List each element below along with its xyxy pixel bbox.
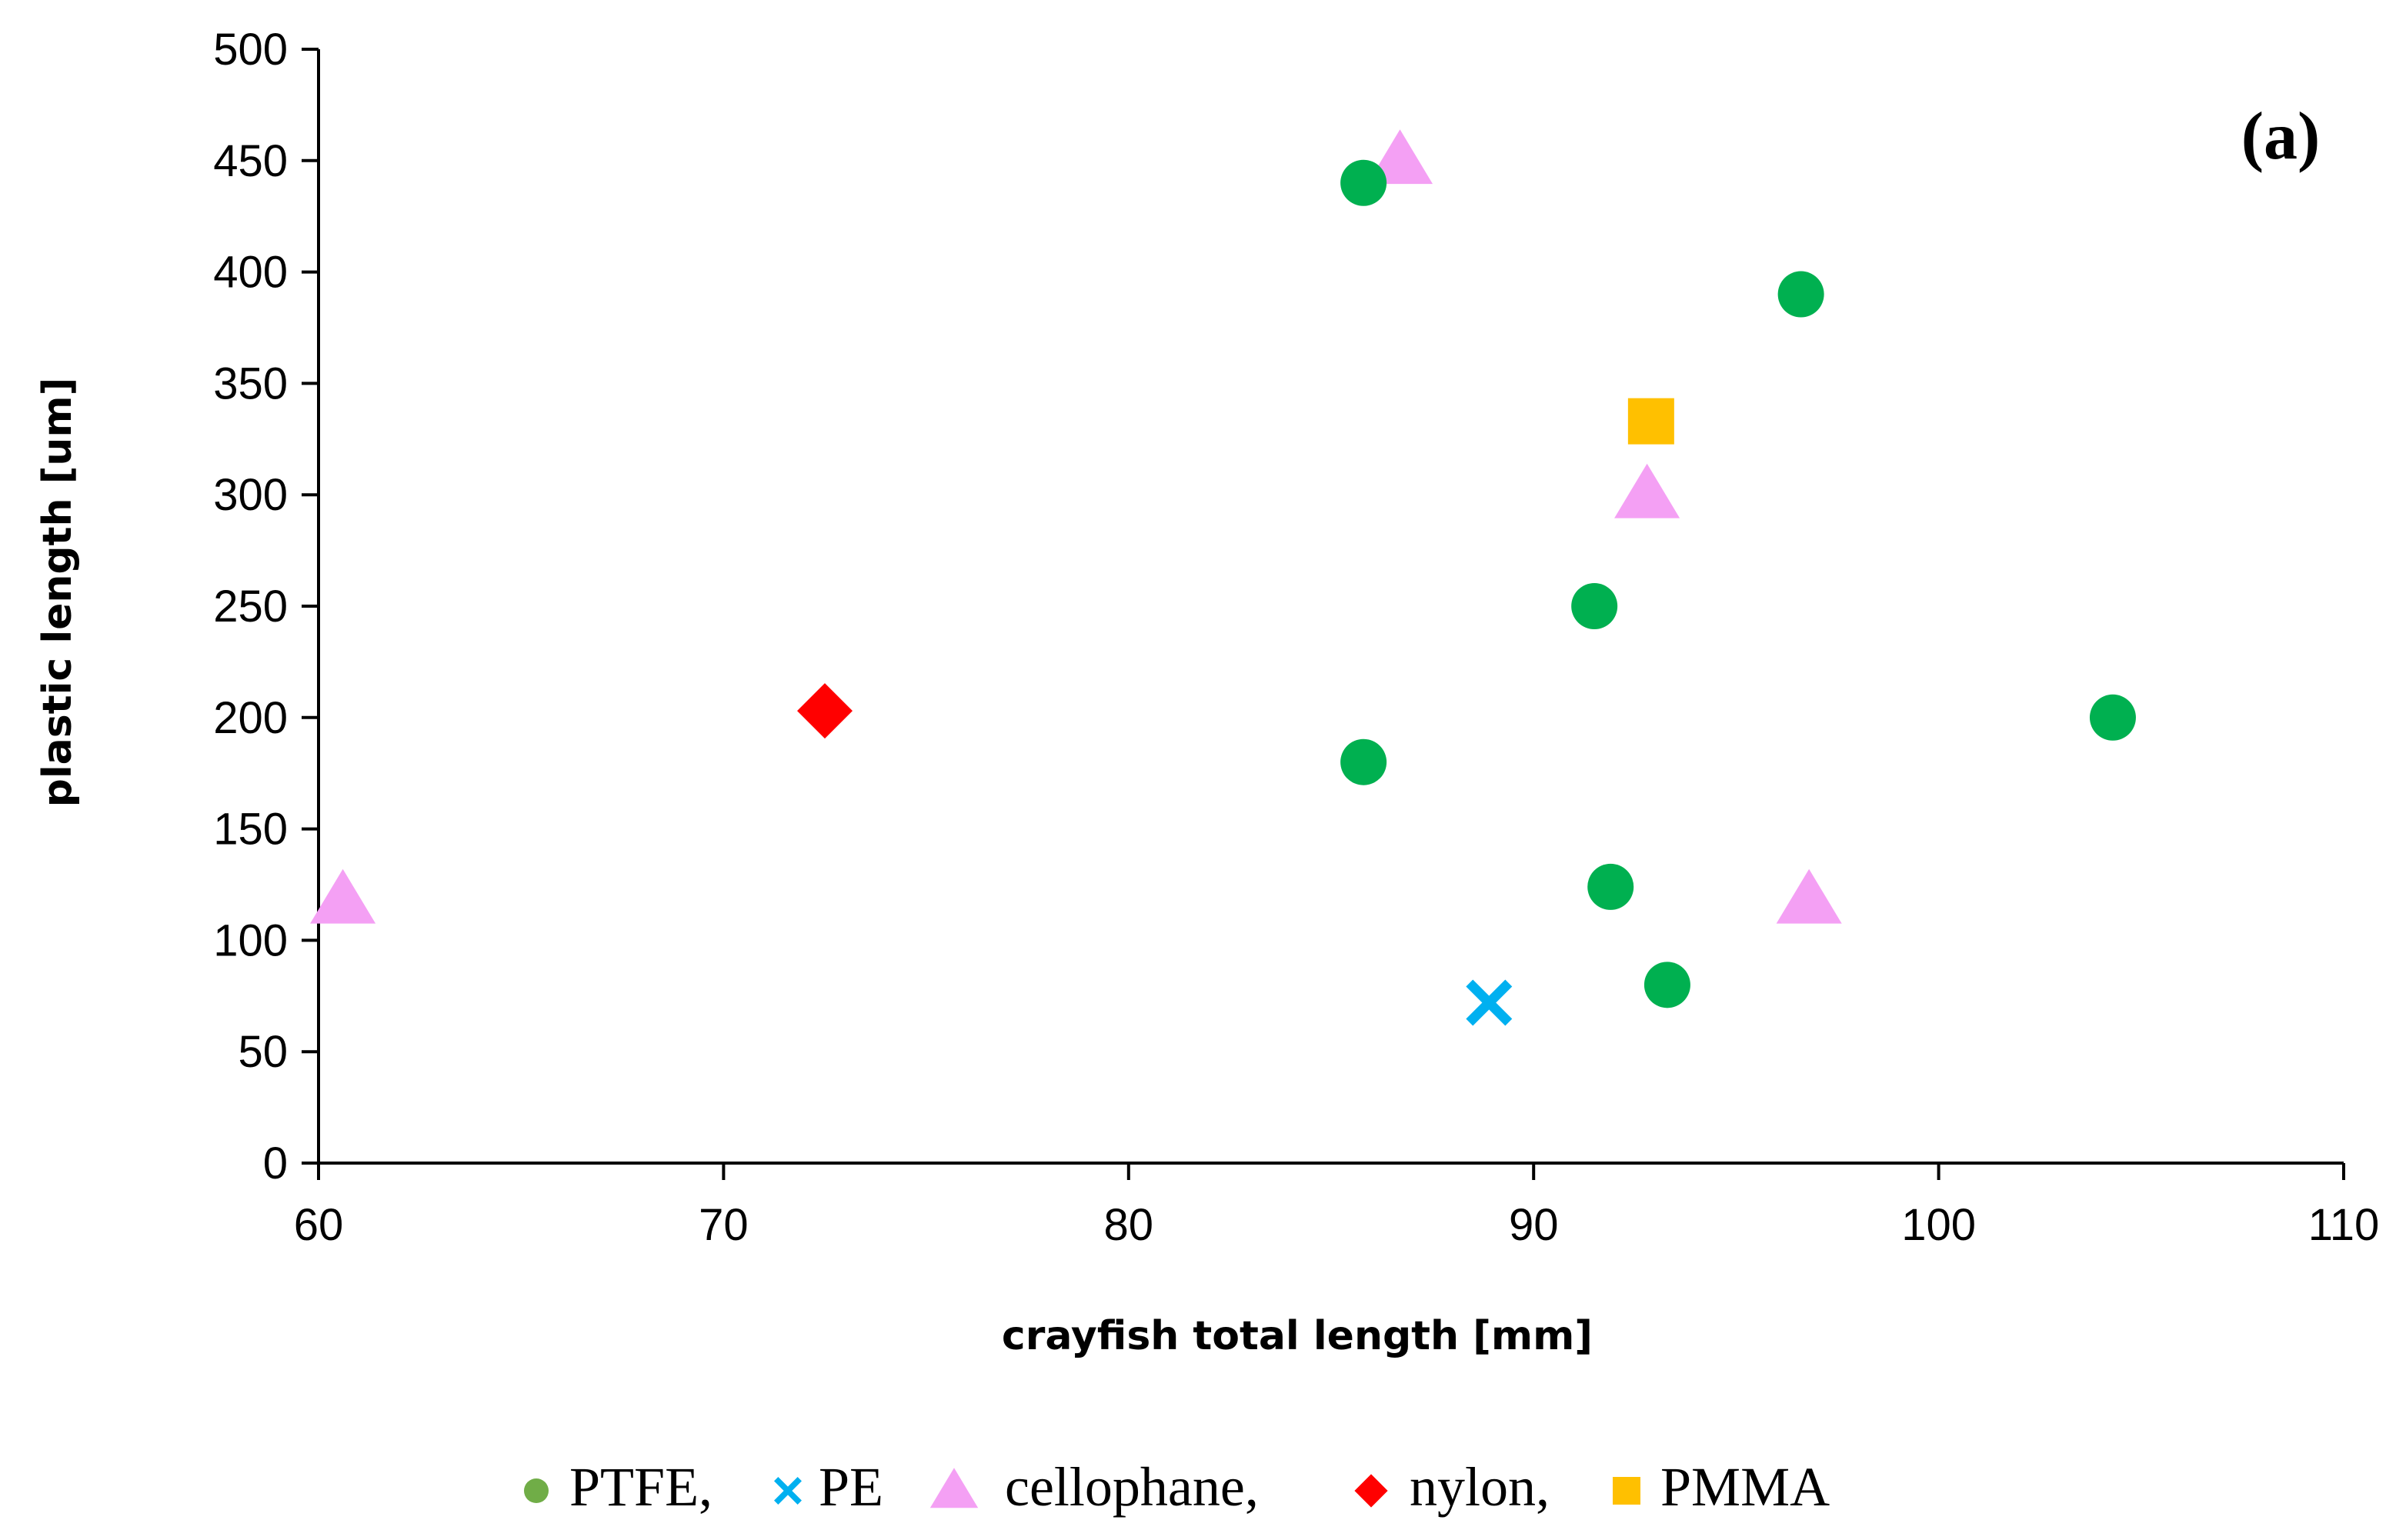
x-tick-label: 60 (294, 1200, 344, 1250)
y-axis-title: plastic length [um] (35, 378, 81, 808)
data-point-cellophane (1776, 868, 1842, 924)
data-point-ptfe (1340, 738, 1387, 785)
legend-label-cellophane: cellophane, (1005, 1456, 1259, 1518)
x-tick-label: 70 (699, 1200, 749, 1250)
y-tick-label: 100 (213, 915, 288, 965)
y-tick-label: 200 (213, 693, 288, 743)
y-tick-label: 500 (213, 25, 288, 75)
data-point-pe (1466, 979, 1513, 1026)
data-point-cellophane (1614, 463, 1680, 518)
x-tick-label: 80 (1104, 1200, 1154, 1250)
legend-marker-nylon (1354, 1474, 1388, 1508)
y-tick-label: 50 (238, 1027, 288, 1077)
legend-item-ptfe: PTFE, (524, 1456, 712, 1518)
y-tick-label: 0 (263, 1138, 288, 1188)
legend: PTFE, PE cellophane, nylon, PMMA (524, 1456, 1830, 1518)
legend-item-pmma: PMMA (1613, 1456, 1830, 1518)
y-tick-label: 350 (213, 358, 288, 408)
data-point-ptfe (2089, 694, 2136, 741)
data-point-ptfe (1643, 962, 1690, 1008)
legend-marker-pmma (1613, 1477, 1640, 1505)
legend-marker-pe (774, 1477, 802, 1505)
data-point-ptfe (1340, 159, 1387, 206)
data-point-pmma (1627, 398, 1674, 445)
legend-item-pe: PE (774, 1456, 883, 1518)
x-tick-label: 100 (1901, 1200, 1976, 1250)
data-point-ptfe (1777, 271, 1824, 318)
y-tick-label: 250 (213, 582, 288, 632)
legend-label-pe: PE (819, 1456, 883, 1518)
legend-marker-cellophane (929, 1468, 979, 1508)
legend-item-nylon: nylon, (1354, 1456, 1550, 1518)
data-point-nylon (797, 683, 853, 739)
y-tick-label: 150 (213, 805, 288, 855)
legend-label-nylon: nylon, (1410, 1456, 1550, 1518)
data-point-cellophane (310, 868, 376, 924)
data-point-ptfe (1571, 583, 1618, 629)
y-tick-label: 400 (213, 248, 288, 298)
legend-marker-ptfe (524, 1478, 549, 1503)
x-tick-label: 110 (2308, 1200, 2379, 1250)
axes: 0 50 100 150 200 250 300 350 400 450 500 60 70 80 90 10… (213, 25, 2379, 1250)
x-axis-title: crayfish total length [mm] (1002, 1313, 1593, 1359)
legend-item-cellophane: cellophane, (929, 1456, 1259, 1518)
legend-label-pmma: PMMA (1660, 1456, 1830, 1518)
y-tick-label: 300 (213, 470, 288, 520)
legend-label-ptfe: PTFE, (569, 1456, 712, 1518)
data-point-ptfe (1587, 863, 1634, 910)
data-points (310, 129, 2136, 1026)
x-tick-label: 90 (1509, 1200, 1559, 1250)
y-tick-label: 450 (213, 136, 288, 186)
panel-label: (a) (2241, 99, 2321, 174)
data-point-cellophane (1367, 129, 1433, 185)
